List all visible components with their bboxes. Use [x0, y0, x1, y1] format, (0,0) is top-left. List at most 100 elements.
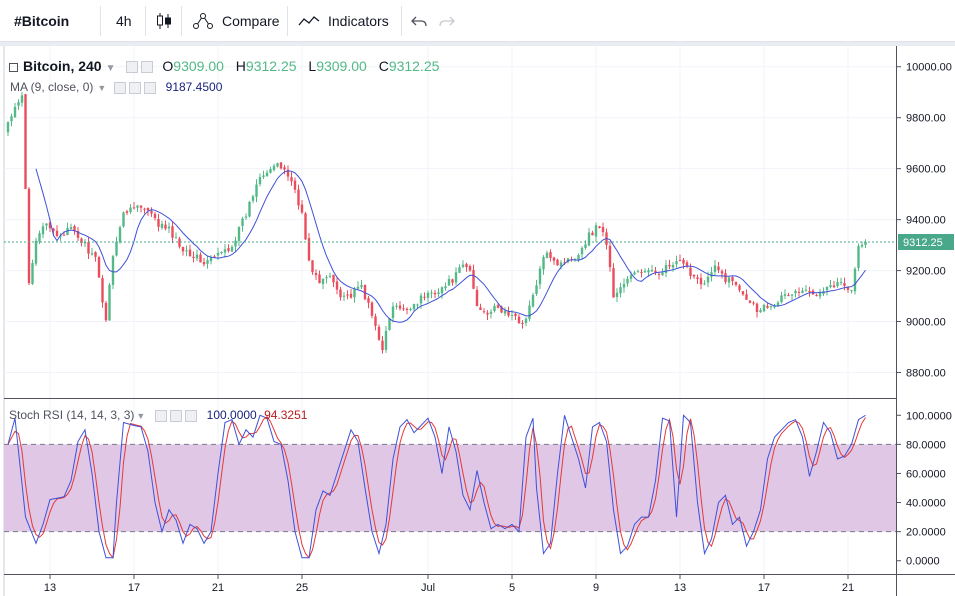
- candle-body: [83, 242, 87, 244]
- candle-body: [706, 276, 710, 283]
- candle-body: [752, 302, 755, 304]
- candle-body: [661, 272, 664, 276]
- ma-line: [35, 168, 866, 323]
- candle-body: [391, 306, 395, 319]
- candle-body: [643, 271, 647, 273]
- time-axis[interactable]: 13 17 21 25 Jul 5 9 13 17 21: [44, 574, 854, 594]
- candle-body: [13, 106, 17, 118]
- stoch-axis[interactable]: 100.0000 80.0000 60.0000 40.0000 20.0000 0.00…: [896, 410, 952, 568]
- close-label: C: [378, 58, 389, 74]
- stoch-tick-label: 20.0000: [906, 527, 946, 539]
- candle-body: [591, 232, 594, 236]
- compare-icon: [193, 13, 213, 29]
- candle-body: [696, 277, 699, 279]
- candle-body: [255, 184, 258, 197]
- candle-body: [748, 300, 752, 303]
- candle-body: [209, 257, 213, 262]
- candle-body: [839, 281, 843, 283]
- stoch-visibility-icon[interactable]: [155, 409, 168, 422]
- redo-button[interactable]: [439, 0, 455, 42]
- candle-body: [269, 169, 272, 173]
- candle-body: [846, 287, 850, 290]
- candle-body: [437, 292, 440, 295]
- stoch-k-line: [7, 414, 866, 559]
- interval-button[interactable]: 4h: [116, 0, 132, 42]
- stoch-settings-icon[interactable]: [170, 409, 183, 422]
- candle-body: [395, 305, 398, 307]
- chart-type-button[interactable]: [156, 0, 172, 42]
- candle-body: [822, 291, 825, 294]
- candle-body: [717, 266, 720, 271]
- candle-body: [860, 244, 864, 247]
- candle-body: [279, 162, 283, 169]
- candle-body: [783, 294, 787, 296]
- low-label: L: [308, 58, 317, 74]
- candle-body: [363, 284, 367, 300]
- candle-body: [136, 205, 139, 208]
- time-tick-label: 21: [212, 582, 224, 594]
- candle-body: [458, 267, 461, 273]
- candle-body: [346, 294, 349, 296]
- stoch-k-value: 100.0000: [206, 408, 257, 422]
- candle-body: [650, 269, 654, 272]
- candle-body: [636, 271, 640, 273]
- legend-dropdown-icon[interactable]: ▼: [105, 63, 116, 74]
- collapse-legend-icon[interactable]: [9, 62, 18, 72]
- candle-body: [101, 278, 104, 303]
- candle-body: [780, 295, 783, 303]
- stoch-tick-label: 40.0000: [906, 498, 946, 510]
- symbol-label: #Bitcoin: [14, 13, 70, 29]
- indicators-button[interactable]: Indicators: [298, 0, 389, 42]
- price-axis[interactable]: 10000.00 9800.00 9600.00 9400.00 9200.00 9000…: [896, 62, 952, 380]
- candle-body: [542, 257, 545, 270]
- chart-canvas[interactable]: 10000.00 9800.00 9600.00 9400.00 9200.00 9000…: [0, 46, 955, 596]
- candle-body: [265, 172, 269, 177]
- candle-body: [720, 271, 724, 274]
- ma-settings-icon[interactable]: [129, 81, 142, 94]
- candle-body: [559, 262, 563, 267]
- candle-body: [164, 224, 167, 229]
- candle-body: [171, 226, 174, 238]
- stoch-pane: [4, 443, 896, 533]
- low-value: 9309.00: [316, 58, 367, 74]
- stoch-lines: [7, 414, 866, 559]
- candle-body: [111, 256, 115, 285]
- candle-body: [419, 295, 423, 304]
- candle-body: [503, 310, 507, 314]
- candle-body: [507, 311, 510, 316]
- candle-body: [276, 163, 279, 167]
- ma-visibility-icon[interactable]: [114, 81, 127, 94]
- format-icon[interactable]: [140, 61, 153, 74]
- candle-body: [629, 275, 633, 279]
- compare-button[interactable]: Compare: [192, 0, 280, 42]
- candle-body: [678, 260, 682, 262]
- settings-icon[interactable]: [125, 61, 138, 74]
- candle-body: [157, 219, 160, 227]
- candle-body: [97, 257, 101, 278]
- ma-dropdown-icon[interactable]: ▼: [97, 83, 107, 93]
- candle-body: [69, 227, 73, 229]
- candle-body: [118, 227, 122, 243]
- indicators-label: Indicators: [328, 13, 389, 29]
- candle-body: [325, 277, 328, 279]
- candle-body: [377, 326, 381, 340]
- candle-body: [818, 293, 822, 297]
- candle-body: [682, 259, 685, 264]
- candle-body: [640, 271, 643, 273]
- candle-body: [829, 285, 832, 287]
- candles-icon: [157, 13, 171, 29]
- candle-body: [612, 268, 615, 298]
- candle-body: [108, 284, 111, 321]
- stoch-remove-icon[interactable]: [185, 409, 198, 422]
- time-tick-label: 21: [842, 582, 854, 594]
- ma-remove-icon[interactable]: [144, 81, 157, 94]
- symbol-search[interactable]: #Bitcoin: [14, 0, 69, 42]
- undo-button[interactable]: [411, 0, 427, 42]
- candle-body: [206, 260, 209, 264]
- candle-body: [685, 262, 689, 267]
- stoch-dropdown-icon[interactable]: ▼: [136, 411, 146, 421]
- candle-body: [178, 238, 181, 247]
- stoch-tick-label: 80.0000: [906, 439, 946, 451]
- candle-body: [552, 257, 556, 261]
- candle-body: [500, 306, 503, 313]
